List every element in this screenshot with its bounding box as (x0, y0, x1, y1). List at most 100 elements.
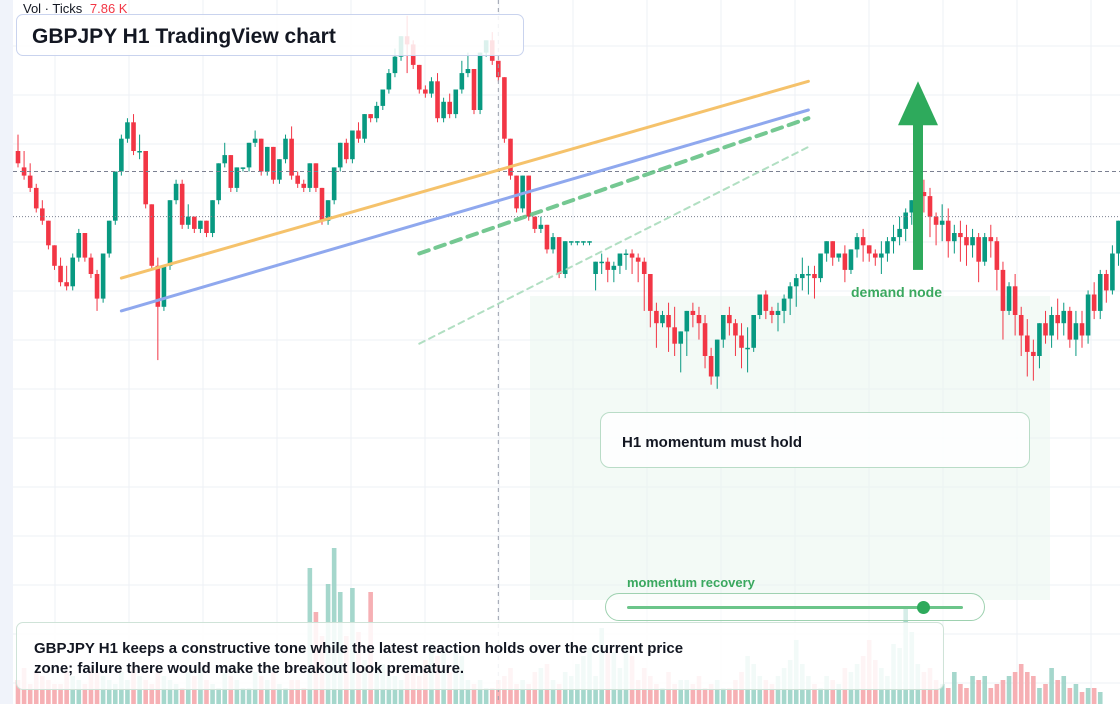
candle-body (733, 323, 738, 336)
candle (526, 175, 532, 221)
candle-body (179, 183, 185, 225)
candle (952, 224, 957, 254)
candle-body (277, 159, 282, 180)
candle-body (654, 310, 659, 324)
candle (264, 146, 270, 176)
candle-body (185, 216, 191, 225)
candle (751, 315, 756, 352)
candle-body (453, 89, 459, 115)
candle (599, 253, 604, 274)
chart-title: GBPJPY H1 TradingView chart (32, 25, 336, 48)
candle-body (94, 274, 100, 299)
volume-bar (58, 684, 63, 704)
volume-indicator-label: Vol · Ticks (23, 1, 83, 16)
candle-body (161, 265, 167, 307)
candle-body (800, 274, 805, 279)
candle-body (575, 241, 580, 243)
volume-bar (465, 680, 471, 704)
volume-bar (556, 684, 562, 704)
momentum-slider-track (627, 606, 963, 609)
volume-bar (702, 688, 708, 704)
volume-bar (161, 676, 167, 704)
candle (1012, 274, 1018, 336)
candle-body (40, 208, 45, 221)
candle-body (781, 298, 787, 311)
candle (793, 274, 799, 307)
volume-bar (210, 684, 215, 704)
candle-body (581, 241, 586, 243)
trendline-green-dashed (417, 116, 811, 256)
candle (252, 130, 258, 147)
candle-body (714, 339, 720, 377)
candle-body (258, 138, 264, 172)
candle (593, 261, 598, 291)
candle-body (204, 220, 209, 233)
candle (155, 257, 161, 361)
candle (927, 187, 933, 238)
candle-body (964, 237, 969, 246)
volume-bar (1000, 680, 1006, 704)
candle-body (739, 335, 744, 348)
candle (648, 274, 653, 328)
candle (161, 265, 167, 311)
candle-body (824, 241, 829, 254)
volume-bar (818, 688, 823, 704)
candle (1085, 290, 1091, 344)
candle (1043, 310, 1048, 344)
candle (769, 306, 775, 324)
candle-body (982, 237, 988, 262)
candle (100, 253, 106, 303)
candle-body (46, 220, 51, 246)
candle (240, 167, 246, 172)
candle (945, 208, 951, 258)
candle (696, 306, 702, 340)
candle-body (313, 163, 319, 188)
momentum-slider-knob[interactable] (916, 601, 930, 614)
volume-bar (1049, 668, 1054, 704)
volume-bar (234, 680, 240, 704)
volume-indicator-header[interactable]: Vol · Ticks 7.86 K (23, 1, 127, 16)
candle (228, 155, 234, 192)
candle-body (374, 105, 380, 119)
candle-body (21, 167, 27, 176)
candle (435, 73, 440, 123)
momentum-recovery-label: momentum recovery (627, 575, 755, 590)
candle-body (1104, 274, 1109, 291)
candle (33, 183, 39, 213)
volume-bar (76, 680, 82, 704)
candle (1097, 269, 1103, 320)
candle-body (386, 73, 392, 90)
volume-bar (416, 676, 422, 704)
volume-bar (82, 684, 88, 704)
candle-body (994, 241, 1000, 270)
volume-bar (1091, 688, 1097, 704)
candle-body (1037, 323, 1042, 356)
volume-bar (994, 684, 1000, 704)
candle-body (337, 142, 343, 168)
momentum-slider[interactable] (605, 593, 985, 621)
candle (702, 315, 708, 369)
volume-bar (228, 676, 234, 704)
candle-body (143, 151, 148, 205)
candle (897, 216, 902, 246)
volume-bar (149, 684, 155, 704)
candle (471, 69, 477, 115)
volume-bar (945, 688, 951, 704)
candle (216, 163, 221, 205)
candle-body (945, 220, 951, 242)
candle-body (1067, 310, 1073, 340)
volume-bar (1043, 684, 1048, 704)
candle (416, 64, 422, 94)
volume-bar (812, 684, 817, 704)
candle-body (702, 323, 708, 356)
volume-bar (277, 684, 282, 704)
candle (179, 179, 185, 229)
candle (739, 323, 744, 369)
candle (964, 224, 969, 266)
candle (727, 306, 732, 336)
candle-body (429, 81, 434, 94)
candle (1067, 306, 1073, 348)
candle (757, 294, 763, 320)
candle (131, 114, 136, 156)
candle-body (854, 237, 860, 250)
